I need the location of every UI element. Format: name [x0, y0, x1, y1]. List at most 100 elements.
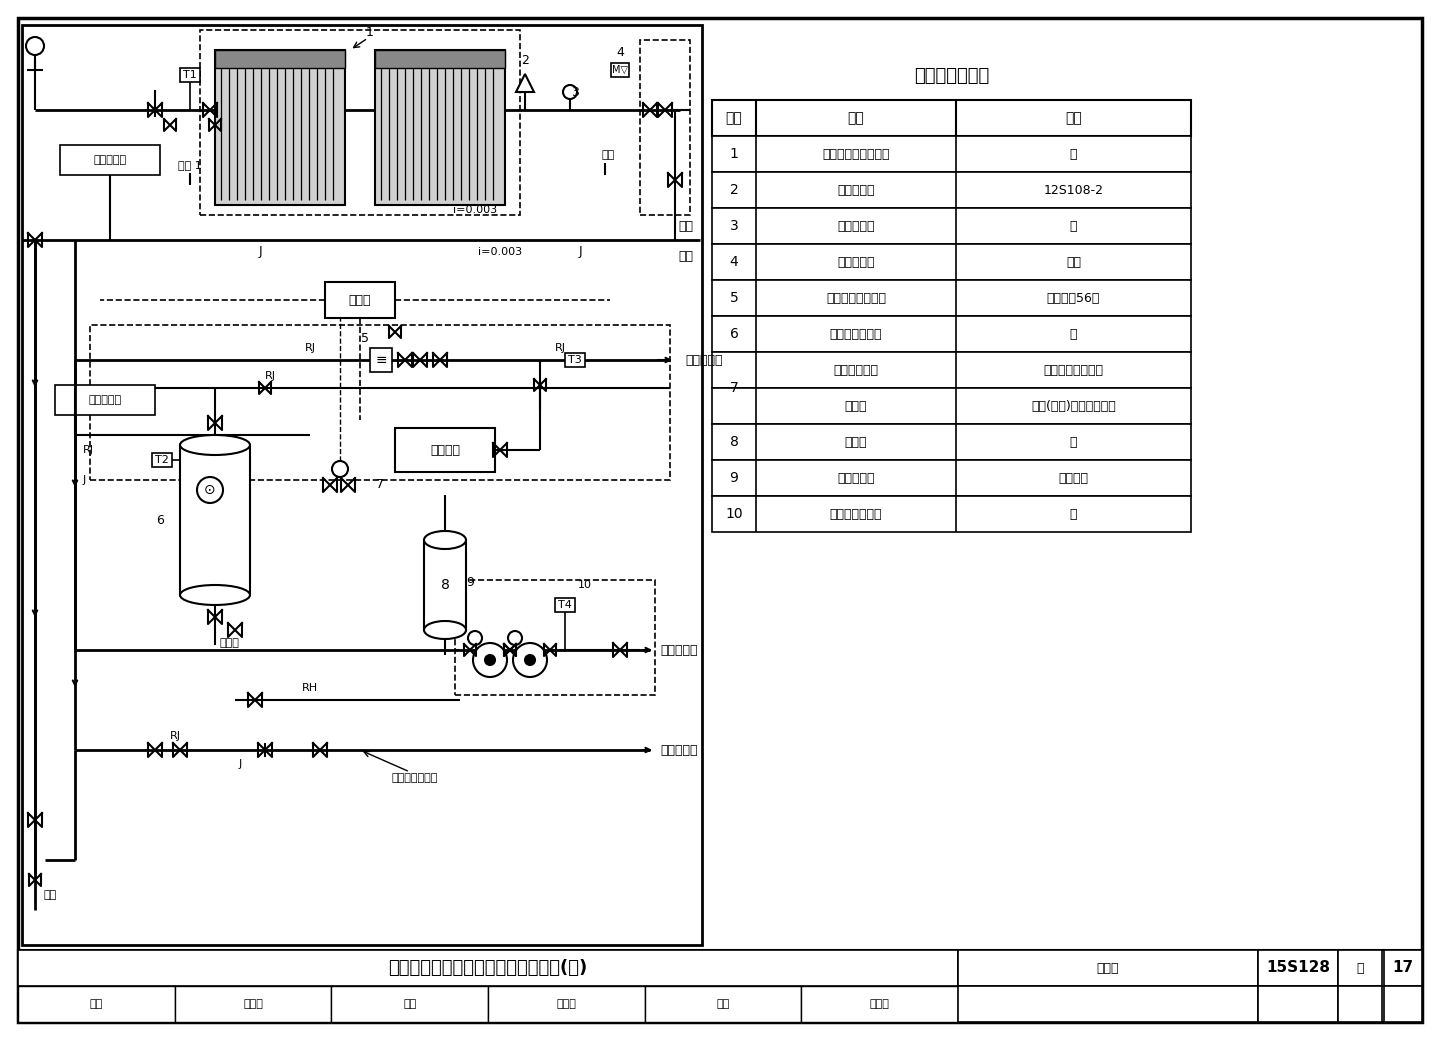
Bar	[711, 172, 1191, 208]
Text: RJ: RJ	[554, 343, 566, 353]
Text: 自力式温控阀: 自力式温控阀	[834, 364, 878, 376]
Bar	[958, 986, 1259, 1022]
Circle shape	[468, 631, 482, 645]
Ellipse shape	[180, 584, 251, 605]
Circle shape	[333, 461, 348, 477]
Text: i=0.003: i=0.003	[478, 246, 523, 257]
Text: 主要设备材料表: 主要设备材料表	[914, 67, 989, 85]
Text: 泄水: 泄水	[43, 890, 56, 900]
Text: 常文哲: 常文哲	[870, 999, 890, 1009]
Bar	[1384, 950, 1423, 986]
Bar	[711, 100, 1191, 136]
Bar	[17, 950, 958, 986]
Text: 17: 17	[1392, 961, 1414, 976]
Text: 真空破坏器: 真空破坏器	[837, 183, 874, 197]
Bar	[611, 63, 629, 77]
Text: 4: 4	[616, 46, 624, 58]
Circle shape	[26, 37, 45, 55]
Text: 7: 7	[376, 478, 384, 492]
Text: 电动阀: 电动阀	[845, 399, 867, 413]
Text: 排至安全处: 排至安全处	[88, 395, 121, 405]
Text: 一用一备: 一用一备	[1058, 471, 1089, 485]
Text: 6: 6	[730, 327, 739, 341]
Polygon shape	[516, 74, 534, 92]
Text: 审核: 审核	[89, 999, 102, 1009]
Text: 备注: 备注	[1066, 111, 1081, 125]
Text: 排污管: 排污管	[220, 638, 240, 648]
Text: 7: 7	[730, 381, 739, 395]
Circle shape	[526, 655, 536, 665]
Text: 1: 1	[366, 26, 374, 38]
Bar	[200, 30, 520, 215]
Text: 名称: 名称	[848, 111, 864, 125]
Text: RJ: RJ	[265, 371, 275, 381]
Bar	[331, 986, 488, 1022]
Text: J: J	[258, 245, 262, 259]
Text: J: J	[84, 475, 86, 485]
Text: 泄水 1: 泄水 1	[179, 160, 202, 170]
Text: T1: T1	[183, 70, 197, 80]
Bar	[1338, 950, 1382, 986]
Text: 6: 6	[156, 514, 164, 526]
Text: ≡: ≡	[376, 353, 387, 367]
Text: 内筒式太阳能集热器: 内筒式太阳能集热器	[822, 148, 890, 160]
Bar	[215, 50, 346, 68]
Bar	[374, 50, 505, 205]
Text: 检修阀（常闭）: 检修阀（常闭）	[392, 773, 438, 783]
Text: 9: 9	[467, 575, 474, 589]
Text: 膨胀罐: 膨胀罐	[845, 436, 867, 448]
Text: 5: 5	[361, 332, 369, 344]
Text: T4: T4	[559, 600, 572, 610]
Bar	[455, 580, 655, 695]
Bar	[180, 445, 251, 595]
Text: 12S108-2: 12S108-2	[1044, 183, 1103, 197]
Bar	[801, 986, 958, 1022]
Bar	[89, 324, 670, 480]
Text: －: －	[1070, 508, 1077, 520]
Circle shape	[197, 477, 223, 503]
Text: 全日(定时)自动控制系统: 全日(定时)自动控制系统	[1031, 399, 1116, 413]
Text: 泄水: 泄水	[602, 150, 615, 160]
Text: 2: 2	[730, 183, 739, 197]
Text: i=0.003: i=0.003	[454, 205, 497, 215]
Text: M▽: M▽	[612, 64, 628, 75]
Text: －: －	[1070, 148, 1077, 160]
Text: 2: 2	[521, 53, 528, 67]
Bar	[958, 950, 1259, 986]
Text: 回水循环泵: 回水循环泵	[837, 471, 874, 485]
Text: －: －	[1070, 328, 1077, 340]
Bar	[639, 40, 690, 215]
Text: 热水回水管: 热水回水管	[660, 644, 697, 656]
Bar	[711, 424, 1191, 460]
Bar	[711, 460, 1191, 496]
Bar	[488, 986, 645, 1022]
Bar	[423, 540, 467, 630]
Text: RJ: RJ	[170, 731, 180, 740]
Text: 全日自动控制系统: 全日自动控制系统	[1044, 364, 1103, 376]
Text: T3: T3	[569, 355, 582, 365]
Bar	[60, 145, 160, 175]
Bar	[711, 280, 1191, 316]
Ellipse shape	[180, 435, 251, 456]
Text: ⊙: ⊙	[204, 483, 216, 497]
Bar	[711, 136, 1191, 172]
Text: 冷水供水管: 冷水供水管	[660, 744, 697, 756]
Bar	[1259, 986, 1338, 1022]
Text: 8: 8	[730, 435, 739, 449]
Text: 液位传感器: 液位传感器	[837, 219, 874, 233]
Circle shape	[485, 655, 495, 665]
Circle shape	[508, 631, 521, 645]
Bar	[1384, 986, 1423, 1022]
Bar	[374, 50, 505, 68]
Text: 常闭: 常闭	[1066, 256, 1081, 268]
Text: RH: RH	[302, 683, 318, 693]
Text: 热水供水管: 热水供水管	[685, 354, 723, 366]
Bar	[22, 25, 703, 945]
Text: 辅助热源: 辅助热源	[431, 443, 459, 457]
Bar	[180, 68, 200, 82]
Bar	[711, 352, 1191, 388]
Text: －: －	[1070, 436, 1077, 448]
Bar	[153, 453, 171, 467]
Text: 容积式水加热器: 容积式水加热器	[829, 328, 883, 340]
Circle shape	[563, 85, 577, 99]
